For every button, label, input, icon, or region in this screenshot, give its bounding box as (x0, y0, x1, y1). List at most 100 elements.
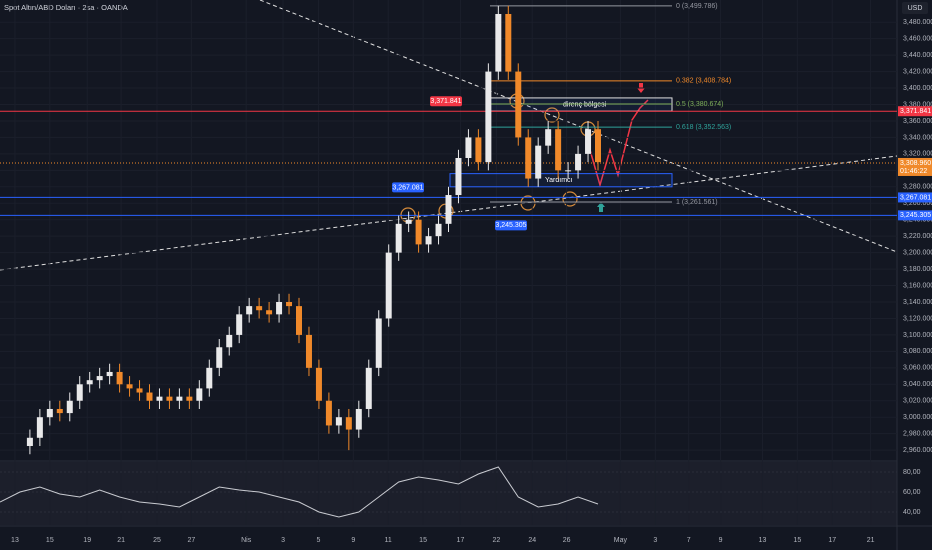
y-tick-label: 3,400.000 (903, 85, 932, 92)
y-tick-label: 3,080.000 (903, 348, 932, 355)
axis-tag-label: 3,267.081 (900, 194, 931, 201)
x-tick-label: 15 (793, 537, 801, 544)
candle-body (495, 13, 502, 72)
candle-body (355, 408, 362, 430)
y-tick-label: 3,340.000 (903, 134, 932, 141)
candle-body (56, 408, 63, 414)
fib-label: 0.382 (3,408.784) (676, 78, 731, 85)
candle-body (365, 367, 372, 409)
candle-body (395, 223, 402, 253)
x-tick-label: 7 (687, 537, 691, 544)
candle-body (345, 417, 352, 430)
candle-body (435, 223, 442, 237)
candle-body (266, 310, 273, 315)
y-tick-label: 3,120.000 (903, 315, 932, 322)
candle-body (66, 400, 73, 414)
fib-label: 0 (3,499.786) (676, 3, 718, 10)
candle-body (555, 129, 562, 171)
y-tick-label: 3,040.000 (903, 381, 932, 388)
y-tick-label: 40,00 (903, 509, 921, 516)
x-tick-label: 17 (828, 537, 836, 544)
candle-body (76, 384, 83, 401)
y-tick-label: 3,360.000 (903, 118, 932, 125)
candle-body (176, 396, 183, 401)
candle-body (86, 380, 93, 385)
candle-body (325, 400, 332, 426)
candle-body (415, 219, 422, 245)
x-tick-label: 19 (83, 537, 91, 544)
candle-body (136, 388, 143, 393)
y-tick-label: 3,100.000 (903, 332, 932, 339)
candle-body (535, 145, 542, 179)
y-tick-label: 3,440.000 (903, 52, 932, 59)
projection (589, 99, 649, 188)
x-tick-label: 17 (457, 537, 465, 544)
candle-body (296, 306, 302, 335)
candle-body (196, 388, 203, 401)
candle-body (455, 157, 462, 196)
y-tick-label: 3,460.000 (903, 36, 932, 43)
x-tick-label: 15 (46, 537, 54, 544)
candle-body (276, 302, 283, 315)
x-tick-label: 11 (385, 537, 392, 544)
fib-label: 0.5 (3,380.674) (676, 101, 723, 108)
y-tick-label: 3,200.000 (903, 249, 932, 256)
last-price-tag (898, 157, 932, 176)
x-tick-label: 25 (153, 537, 161, 544)
chart-title: Spot Altın/ABD Doları · 2sa · OANDA (4, 3, 128, 12)
candle-body (515, 71, 522, 138)
candle-body (305, 334, 312, 368)
x-tick-label: 15 (419, 537, 427, 544)
x-tick-label: 5 (316, 537, 320, 544)
candle-body (335, 417, 342, 426)
unit-label: USD (908, 5, 923, 12)
axis-tag-label: 3,245.305 (900, 212, 931, 219)
axis-tag (898, 106, 932, 117)
x-tick-label: May (614, 537, 628, 544)
x-tick-label: 13 (11, 537, 19, 544)
candle-body (565, 170, 572, 172)
trend-line (0, 155, 898, 271)
axis-tag-label: 3,371.841 (900, 108, 931, 115)
last-price-label: 3,308.960 (900, 160, 931, 167)
fib-label: 1 (3,261.561) (676, 199, 718, 206)
x-tick-label: 9 (719, 537, 723, 544)
y-tick-label: 3,060.000 (903, 365, 932, 372)
y-tick-label: 3,140.000 (903, 299, 932, 306)
candle-body (206, 367, 213, 389)
x-tick-label: 21 (117, 537, 125, 544)
y-tick-label: 2,980.000 (903, 431, 932, 438)
candle-body (475, 137, 482, 163)
y-tick-label: 60,00 (903, 489, 921, 496)
y-tick-label: 3,320.000 (903, 151, 932, 158)
candle-body (425, 236, 432, 245)
candle-body (126, 384, 133, 389)
candle-body (585, 129, 592, 154)
candle-body (445, 195, 452, 224)
candle-body (226, 334, 233, 348)
x-tick-label: 9 (351, 537, 355, 544)
candle-body (106, 371, 113, 377)
candle-body (595, 129, 601, 163)
x-tick-label: 3 (281, 537, 285, 544)
candle-body (156, 396, 163, 401)
candle-body (26, 437, 33, 447)
candle-body (505, 13, 512, 72)
candle-body (146, 392, 153, 401)
y-tick-label: 3,280.000 (903, 184, 932, 191)
candle-body (256, 306, 263, 311)
candle-body (166, 396, 173, 401)
price-tag-label: 3,245.305 (495, 222, 526, 229)
unit-box (902, 2, 928, 14)
candle-body (286, 302, 293, 307)
y-tick-label: 3,000.000 (903, 414, 932, 421)
candle-body (116, 371, 123, 385)
price-tag (430, 96, 462, 107)
x-tick-label: 27 (187, 537, 195, 544)
y-tick-label: 3,380.000 (903, 101, 932, 108)
countdown: 01:46:22 (900, 168, 927, 175)
candle-body (375, 318, 382, 368)
